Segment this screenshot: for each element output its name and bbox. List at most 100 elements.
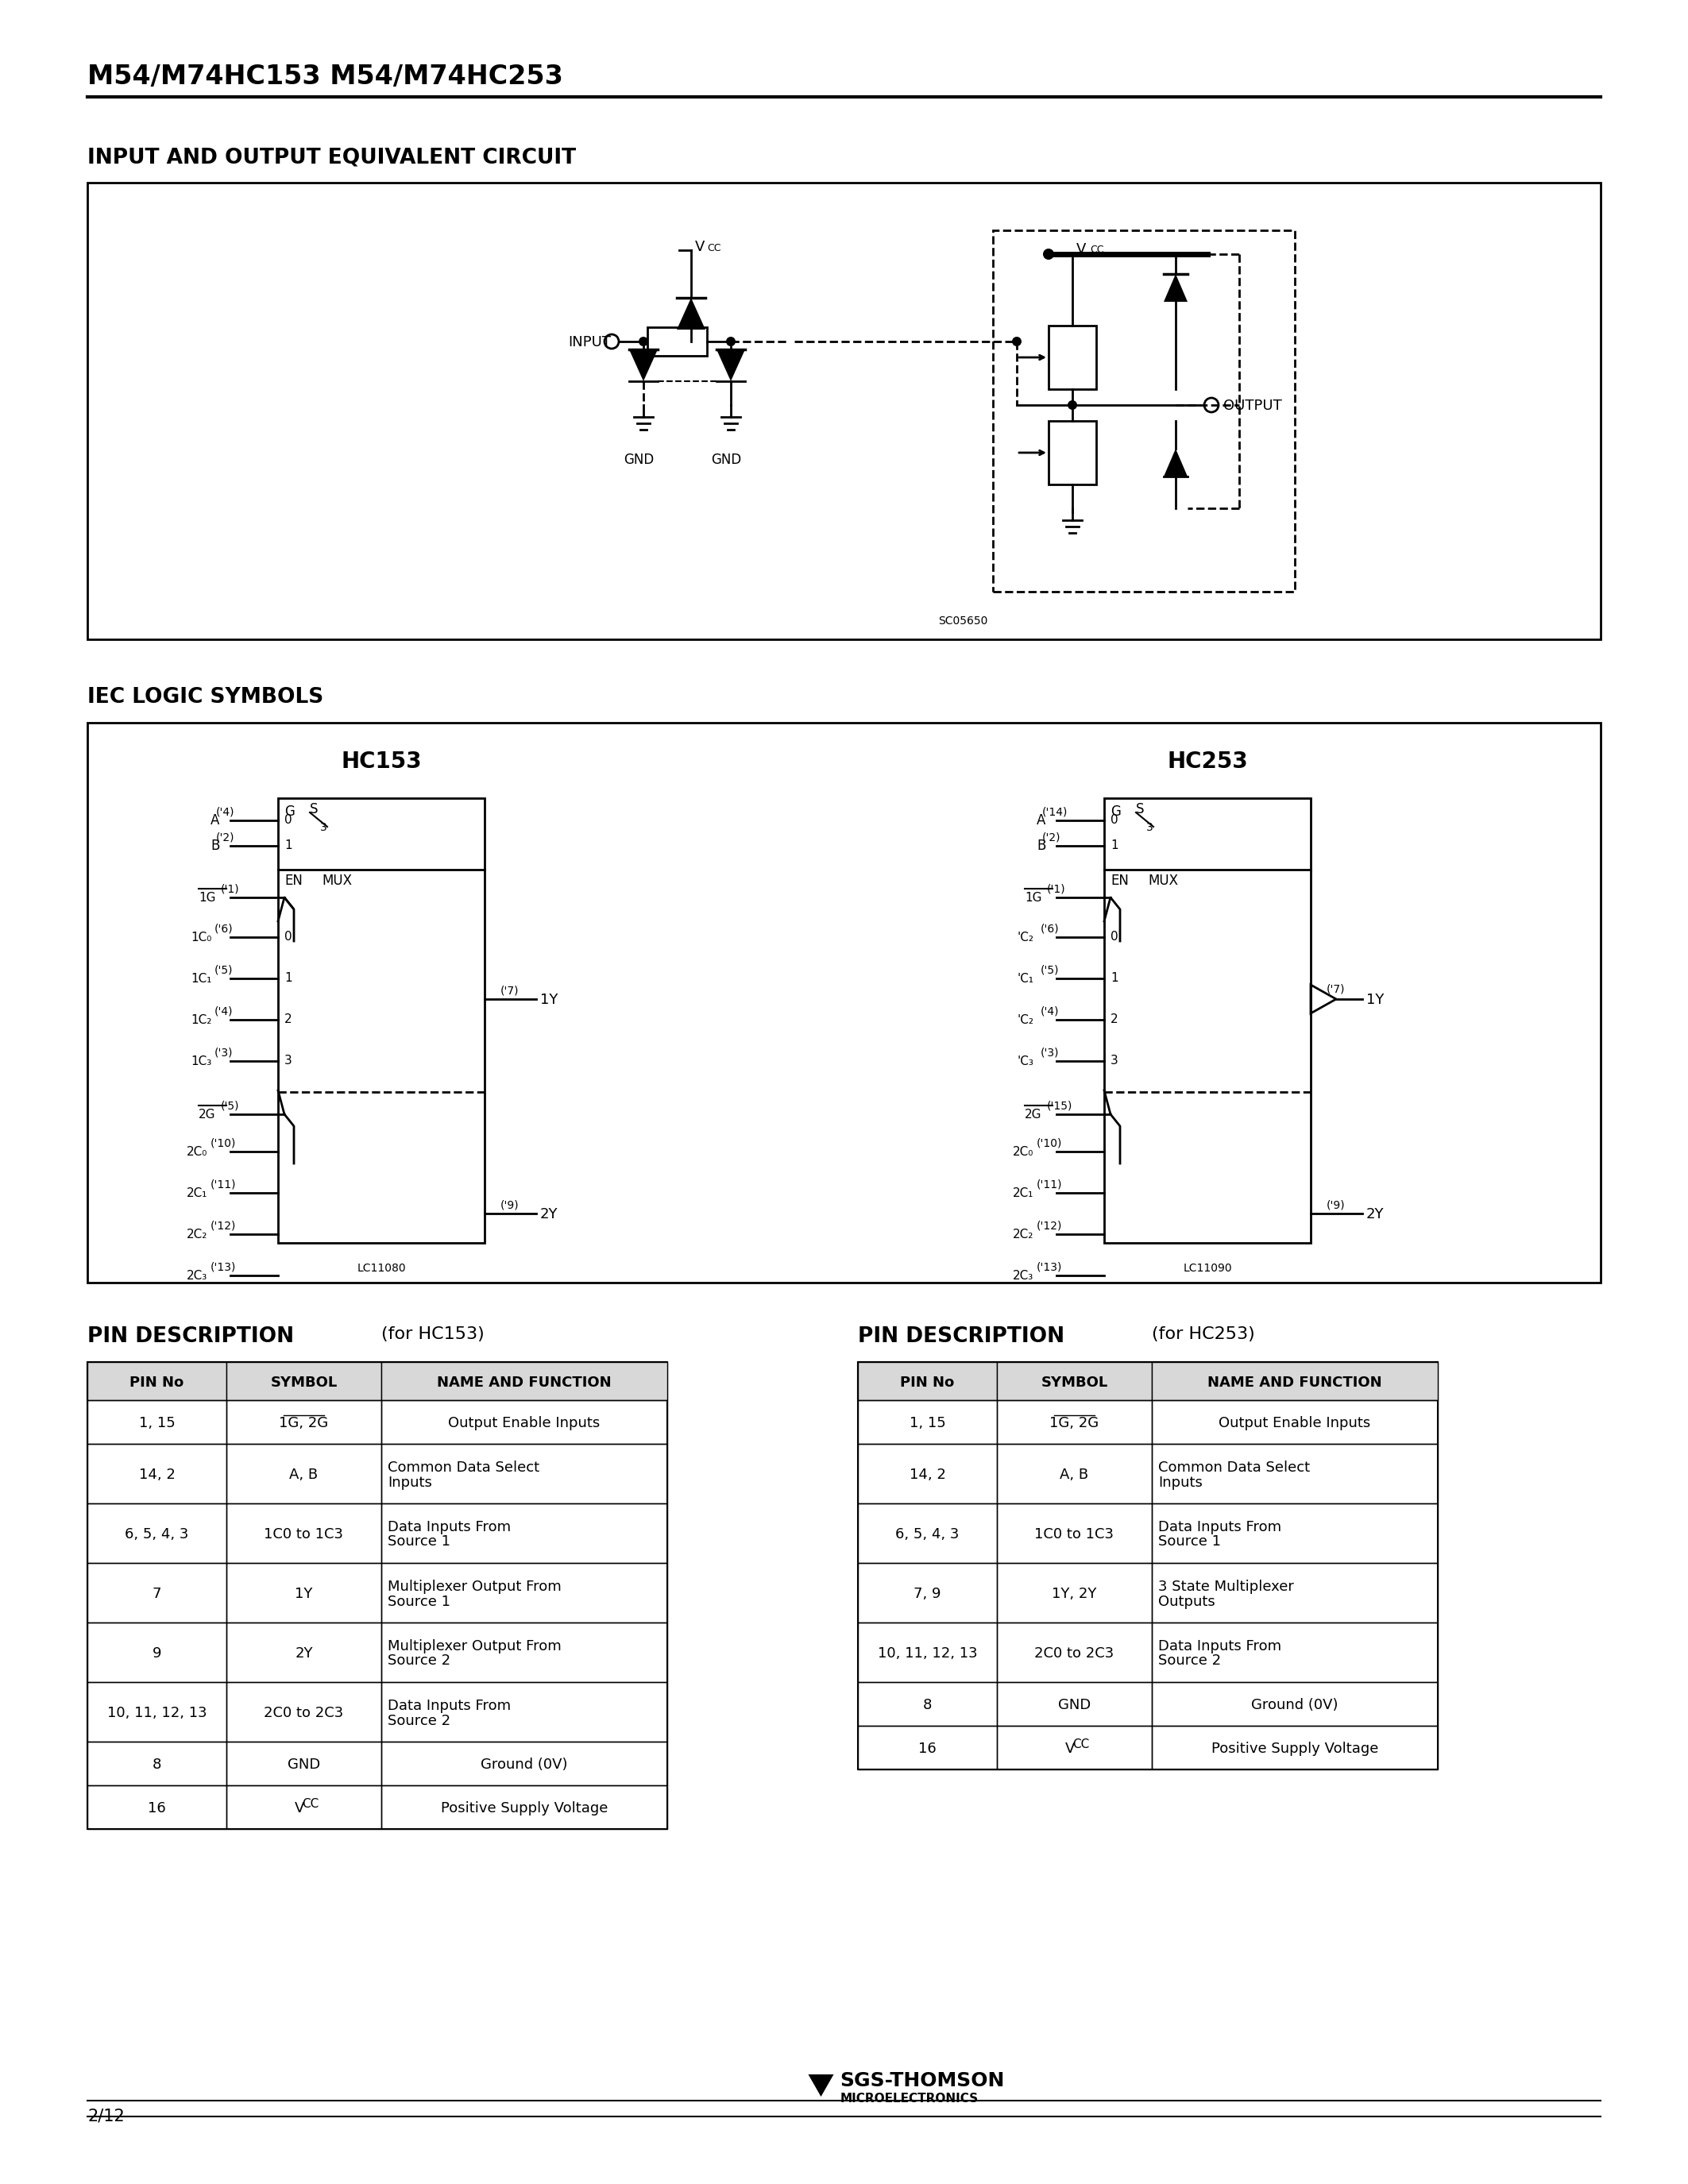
Text: NAME AND FUNCTION: NAME AND FUNCTION — [1207, 1376, 1382, 1389]
Polygon shape — [677, 297, 706, 330]
Bar — [1048, 325, 1096, 389]
Bar — [858, 1363, 998, 1400]
Text: 2C0 to 2C3: 2C0 to 2C3 — [263, 1706, 344, 1721]
Text: ('5): ('5) — [1040, 963, 1060, 976]
Text: CC: CC — [1090, 245, 1104, 256]
Text: 1: 1 — [1111, 972, 1117, 985]
Text: 1G: 1G — [199, 891, 216, 904]
Bar — [858, 1363, 1438, 1400]
Text: 2: 2 — [284, 1013, 292, 1024]
Text: ('12): ('12) — [1036, 1221, 1062, 1232]
Text: LC11080: LC11080 — [356, 1262, 405, 1273]
Text: ('4): ('4) — [216, 806, 235, 817]
Text: EN: EN — [1111, 874, 1129, 889]
Circle shape — [638, 336, 648, 347]
Text: Multiplexer Output From: Multiplexer Output From — [388, 1640, 562, 1653]
Text: GND: GND — [1058, 1699, 1090, 1712]
Circle shape — [1067, 400, 1077, 411]
Text: 1: 1 — [1111, 839, 1117, 852]
Text: 8: 8 — [923, 1699, 932, 1712]
Text: Common Data Select: Common Data Select — [388, 1461, 540, 1474]
Polygon shape — [630, 349, 658, 382]
Text: ('7): ('7) — [500, 985, 520, 996]
Text: MUX: MUX — [1148, 874, 1178, 889]
Text: 10, 11, 12, 13: 10, 11, 12, 13 — [106, 1706, 206, 1721]
Text: IEC LOGIC SYMBOLS: IEC LOGIC SYMBOLS — [88, 688, 324, 708]
Bar — [858, 1503, 998, 1564]
Text: Outputs: Outputs — [1158, 1594, 1215, 1610]
Text: Output Enable Inputs: Output Enable Inputs — [1219, 1417, 1371, 1431]
Circle shape — [726, 336, 736, 347]
Text: Multiplexer Output From: Multiplexer Output From — [388, 1579, 562, 1594]
Text: PIN DESCRIPTION: PIN DESCRIPTION — [88, 1326, 294, 1348]
Text: Source 1: Source 1 — [1158, 1535, 1220, 1548]
Text: ('5): ('5) — [214, 963, 233, 976]
Text: A, B: A, B — [1060, 1468, 1089, 1483]
Text: CC: CC — [707, 242, 721, 253]
Bar — [858, 1564, 998, 1623]
FancyArrow shape — [284, 898, 294, 909]
Text: 2C₃: 2C₃ — [187, 1269, 208, 1282]
Text: 1C0 to 1C3: 1C0 to 1C3 — [263, 1527, 344, 1542]
Bar — [88, 183, 1600, 640]
Bar — [1151, 1564, 1438, 1623]
Text: ('3): ('3) — [1040, 1046, 1060, 1057]
Bar — [998, 1682, 1151, 1725]
Text: 1, 15: 1, 15 — [910, 1417, 945, 1431]
Polygon shape — [716, 349, 744, 382]
Text: 2C₂: 2C₂ — [187, 1227, 208, 1241]
Text: GND: GND — [711, 452, 741, 467]
Text: INPUT AND OUTPUT EQUIVALENT CIRCUIT: INPUT AND OUTPUT EQUIVALENT CIRCUIT — [88, 146, 576, 168]
Polygon shape — [1163, 273, 1188, 301]
Text: 2/12: 2/12 — [88, 2108, 125, 2125]
Text: 1G: 1G — [1025, 891, 1041, 904]
Text: V: V — [695, 240, 706, 253]
Text: Source 2: Source 2 — [1158, 1653, 1220, 1669]
Text: Ground (0V): Ground (0V) — [481, 1758, 567, 1771]
Text: ('14): ('14) — [1041, 806, 1069, 817]
Text: ('13): ('13) — [211, 1260, 236, 1273]
Text: 0: 0 — [284, 815, 292, 826]
Bar — [279, 797, 484, 1243]
Bar — [858, 1400, 998, 1444]
Text: ('3): ('3) — [214, 1046, 233, 1057]
Text: Data Inputs From: Data Inputs From — [1158, 1640, 1281, 1653]
Text: Positive Supply Voltage: Positive Supply Voltage — [1212, 1743, 1379, 1756]
Text: ('6): ('6) — [214, 924, 233, 935]
Bar — [858, 1363, 1438, 1769]
Bar — [88, 1400, 226, 1444]
Text: 1G, 2G: 1G, 2G — [1050, 1417, 1099, 1431]
Text: Source 1: Source 1 — [388, 1594, 451, 1610]
Text: Output Enable Inputs: Output Enable Inputs — [449, 1417, 601, 1431]
Bar — [381, 1623, 667, 1682]
Bar — [998, 1363, 1151, 1400]
Bar — [381, 1564, 667, 1623]
Bar — [381, 1363, 667, 1400]
Bar — [88, 1623, 226, 1682]
Text: A: A — [211, 812, 219, 828]
Text: ('2): ('2) — [1041, 832, 1060, 843]
Text: 1: 1 — [284, 839, 292, 852]
Text: 2G: 2G — [1025, 1107, 1041, 1120]
Bar — [858, 1725, 998, 1769]
Text: ('11): ('11) — [1036, 1179, 1062, 1190]
Text: 3 State Multiplexer: 3 State Multiplexer — [1158, 1579, 1295, 1594]
Text: 1Y, 2Y: 1Y, 2Y — [1052, 1588, 1097, 1601]
Text: B: B — [211, 839, 219, 854]
Text: 0: 0 — [1111, 815, 1117, 826]
Bar — [88, 1564, 226, 1623]
Text: V: V — [1077, 242, 1085, 256]
Text: 9: 9 — [152, 1647, 162, 1662]
Bar — [998, 1725, 1151, 1769]
Bar — [226, 1444, 381, 1503]
Text: SYMBOL: SYMBOL — [1041, 1376, 1107, 1389]
Text: 2Y: 2Y — [540, 1208, 559, 1221]
Text: HC253: HC253 — [1166, 751, 1247, 773]
Text: ('4): ('4) — [1040, 1005, 1060, 1016]
Text: Source 2: Source 2 — [388, 1653, 451, 1669]
Text: 2C0 to 2C3: 2C0 to 2C3 — [1035, 1647, 1114, 1662]
Text: CC: CC — [1072, 1738, 1089, 1752]
Text: 3: 3 — [321, 821, 327, 832]
Bar — [1151, 1363, 1438, 1400]
Text: Data Inputs From: Data Inputs From — [388, 1520, 511, 1535]
